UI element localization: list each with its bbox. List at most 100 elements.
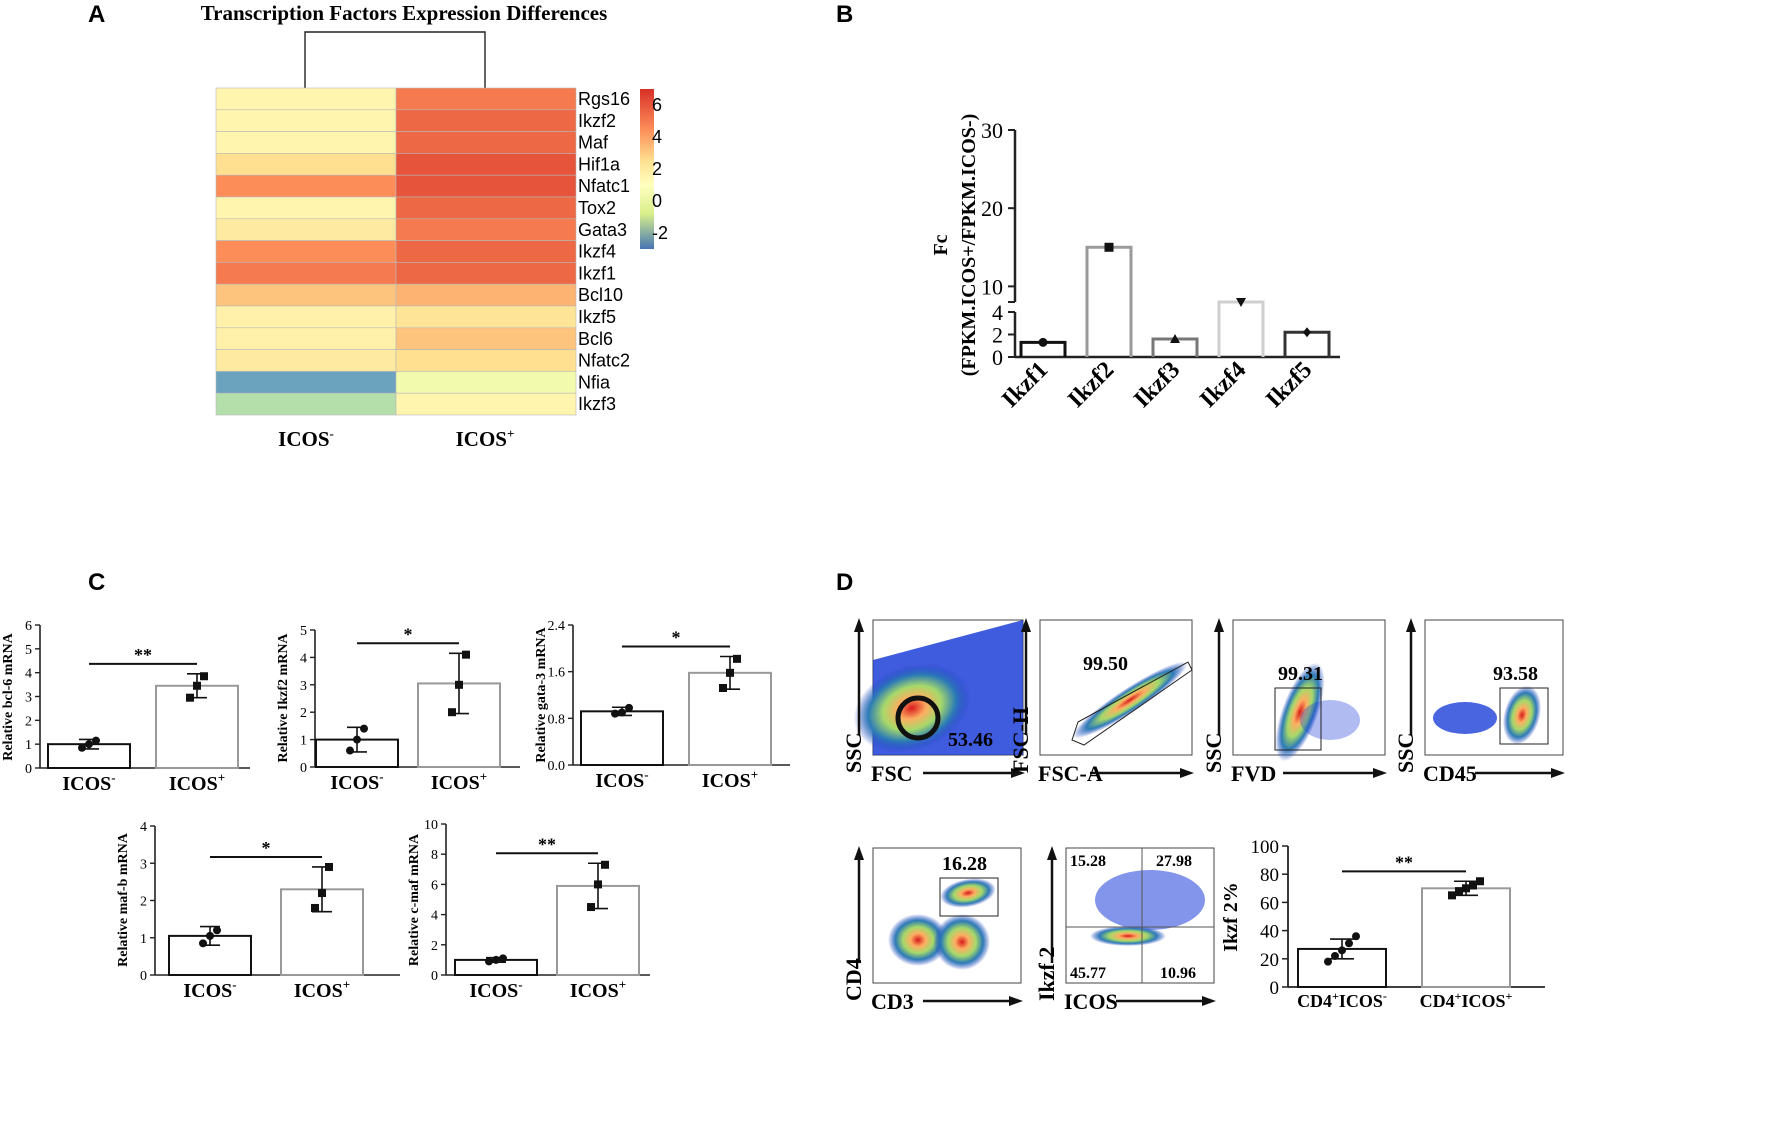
arrow-head bbox=[1373, 768, 1387, 778]
d-summary-bar-chart: 100 80 60 40 20 0 Ikzf 2% CD4+ICOS- CD4+ICOS+ ** bbox=[1220, 837, 1545, 1011]
gate-rectangle bbox=[939, 877, 999, 917]
b-category-label: Ikzf1 bbox=[997, 357, 1053, 413]
gene-label: Bcl6 bbox=[578, 329, 613, 349]
c-tick-label: 0 bbox=[300, 761, 307, 776]
density-cloud bbox=[853, 663, 971, 753]
c-ylabel: Relative Ikzf2 mRNA bbox=[276, 633, 291, 763]
c-data-point bbox=[726, 668, 734, 677]
panel-letter-d: D bbox=[836, 569, 853, 596]
c-data-point bbox=[618, 708, 626, 717]
c-data-point bbox=[360, 724, 368, 733]
d-ylabel: Ikzf 2% bbox=[1220, 882, 1242, 951]
density-cloud bbox=[1275, 662, 1325, 762]
x-axis-label: CD3 bbox=[871, 989, 914, 1014]
b-marker-square bbox=[1104, 242, 1114, 252]
heatmap-cell bbox=[215, 196, 397, 220]
c-ylabel: Relative maf-b mRNA bbox=[116, 832, 131, 967]
heatmap-col-label-icos-pos: ICOS+ bbox=[456, 426, 515, 451]
heatmap-cell bbox=[395, 87, 577, 111]
heatmap-cell bbox=[215, 218, 397, 241]
y-axis-label: FSC-H bbox=[1008, 707, 1033, 773]
panel-letter-c: C bbox=[88, 569, 105, 596]
c-chart-4: 4 3 2 1 0 Relative maf-b mRNA ICOS- ICOS+ * bbox=[116, 820, 400, 1002]
c-significance-stars: * bbox=[404, 624, 413, 644]
c-x-label: ICOS+ bbox=[702, 767, 758, 792]
gene-label: Nfia bbox=[578, 372, 611, 392]
heatmap-cell bbox=[215, 109, 397, 132]
gene-label: Ikzf2 bbox=[578, 111, 616, 131]
c-tick-label: 6 bbox=[431, 878, 438, 893]
c-tick-label: 6 bbox=[25, 619, 32, 634]
arrow-head bbox=[1406, 618, 1416, 632]
arrow-head bbox=[1009, 996, 1023, 1006]
c-x-label: ICOS- bbox=[595, 767, 648, 792]
heatmap-cell bbox=[215, 262, 397, 285]
c-chart-5: 10 8 6 4 2 0 Relative c-maf mRNA ICOS- ICOS+ ** bbox=[407, 818, 650, 1002]
c-data-point bbox=[462, 650, 470, 659]
panel-d: D 53.46FSCSSC99.50FSC-AFSC-H99.31FVDSSC9… bbox=[836, 569, 1565, 1014]
c-tick-label: 1.6 bbox=[548, 666, 566, 681]
panel-a: A Transcription Factors Expression Diffe… bbox=[88, 1, 668, 451]
heatmap-title: Transcription Factors Expression Differe… bbox=[201, 1, 608, 25]
b-tick-label: 20 bbox=[981, 196, 1003, 221]
gate-circle bbox=[895, 695, 941, 741]
x-axis-label: FVD bbox=[1231, 761, 1276, 786]
heatmap-cell bbox=[215, 240, 397, 263]
gene-label: Tox2 bbox=[578, 198, 616, 218]
c-data-point bbox=[485, 957, 493, 966]
flow-cytometry-plots: 53.46FSCSSC99.50FSC-AFSC-H99.31FVDSSC93.… bbox=[841, 618, 1565, 1014]
c-ylabel: Relative gata-3 mRNA bbox=[534, 626, 549, 762]
b-ylabel-fc: Fc bbox=[930, 234, 952, 255]
c-ylabel: Relative bcl-6 mRNA bbox=[1, 632, 16, 760]
c-data-point bbox=[587, 903, 595, 912]
d-data-point bbox=[1331, 951, 1339, 960]
x-axis-label: CD45 bbox=[1423, 761, 1477, 786]
b-category-label: Ikzf5 bbox=[1261, 357, 1317, 413]
panel-letter-a: A bbox=[88, 1, 105, 28]
c-tick-label: 0.8 bbox=[548, 712, 566, 727]
panel-letter-b: B bbox=[836, 1, 853, 28]
d-bar bbox=[1421, 887, 1511, 988]
quadrant-value: 15.28 bbox=[1070, 853, 1106, 870]
c-tick-label: 2 bbox=[25, 714, 32, 729]
dendrogram bbox=[304, 31, 486, 88]
arrow-head bbox=[1021, 618, 1031, 632]
c-data-point bbox=[492, 955, 500, 964]
heatmap-cell bbox=[395, 349, 577, 372]
c-tick-label: 0.0 bbox=[548, 759, 566, 774]
heatmap-cell bbox=[395, 196, 577, 220]
gene-label: Hif1a bbox=[578, 154, 621, 174]
c-data-point bbox=[346, 746, 354, 755]
b-marker-diamond bbox=[1303, 327, 1311, 338]
panel-b: B Fc (FPKM.ICOS+/FPKM.ICOS-) 302010420Ik… bbox=[836, 1, 1340, 413]
gate-value: 93.58 bbox=[1493, 663, 1538, 685]
arrow-head bbox=[854, 846, 864, 860]
c-data-point bbox=[318, 889, 326, 898]
gene-label: Maf bbox=[578, 133, 609, 153]
heatmap-cell bbox=[395, 153, 577, 176]
b-tick-label: 10 bbox=[981, 274, 1003, 299]
c-tick-label: 1 bbox=[140, 932, 147, 947]
c-tick-label: 2 bbox=[300, 706, 307, 721]
c-significance-stars: * bbox=[262, 838, 271, 858]
color-legend-ticks: 6 4 2 0 -2 bbox=[652, 95, 668, 243]
y-axis-label: CD4 bbox=[841, 958, 866, 1001]
arrow-head bbox=[1202, 996, 1216, 1006]
legend-tick-label: 2 bbox=[652, 159, 662, 179]
heatmap-cell bbox=[215, 283, 397, 307]
c-significance-stars: ** bbox=[538, 834, 556, 854]
gene-label: Ikzf4 bbox=[578, 242, 616, 262]
c-tick-label: 1 bbox=[25, 738, 32, 753]
d-tick-label: 60 bbox=[1260, 893, 1279, 914]
heatmap-cell bbox=[215, 153, 397, 176]
heatmap-cell bbox=[215, 131, 397, 154]
heatmap-cell bbox=[395, 240, 577, 263]
legend-tick-label: 6 bbox=[652, 95, 662, 115]
c-data-point bbox=[625, 703, 633, 712]
arrow-head bbox=[1551, 768, 1565, 778]
arrow-head bbox=[1180, 768, 1194, 778]
legend-tick-label: -2 bbox=[652, 223, 668, 243]
